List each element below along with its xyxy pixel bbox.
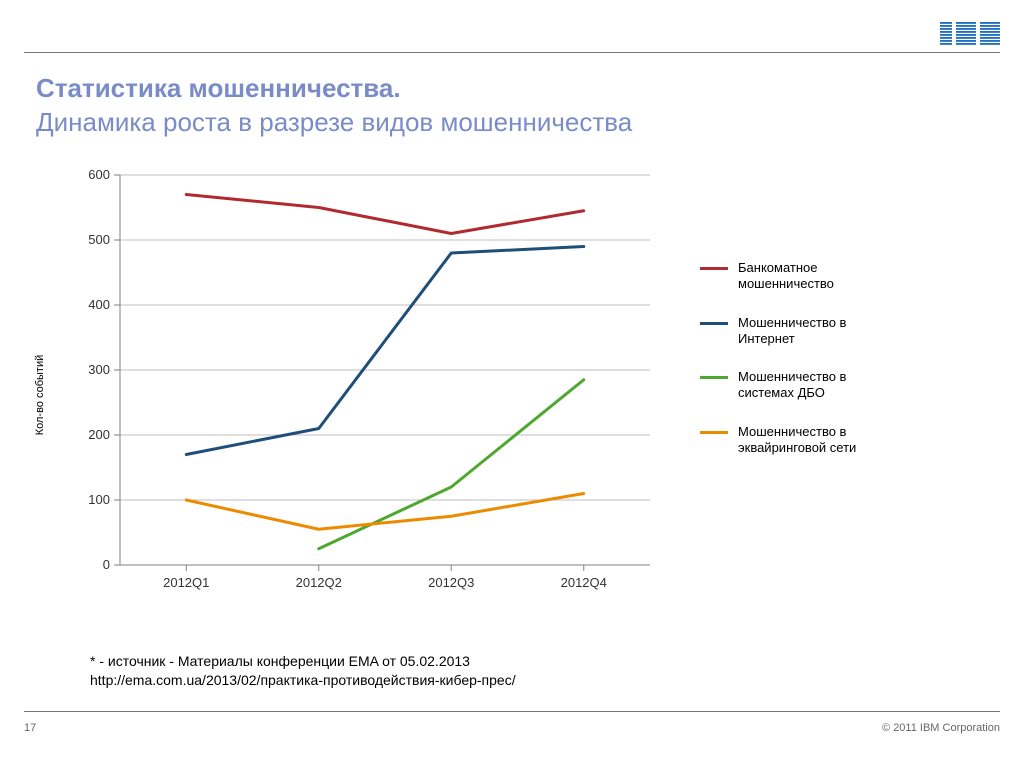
slide: Статистика мошенничества. Динамика роста… xyxy=(0,0,1024,768)
legend-swatch xyxy=(700,376,728,379)
slide-heading: Статистика мошенничества. Динамика роста… xyxy=(36,72,632,140)
chart-legend: Банкоматное мошенничество Мошенничество в… xyxy=(700,260,888,478)
top-divider xyxy=(24,52,1000,53)
heading-sub: Динамика роста в разрезе видов мошенниче… xyxy=(36,106,632,140)
legend-item-internet: Мошенничество в Интернет xyxy=(700,315,888,348)
x-tick-label: 2012Q4 xyxy=(561,575,607,590)
footnote-line-1: * - источник - Материалы конференции EMA… xyxy=(90,652,516,671)
copyright: © 2011 IBM Corporation xyxy=(882,722,1000,734)
heading-main: Статистика мошенничества. xyxy=(36,72,632,106)
y-tick-label: 100 xyxy=(80,492,110,507)
series-line-atm xyxy=(186,195,584,234)
footnote-line-2: http://ema.com.ua/2013/02/практика-проти… xyxy=(90,671,516,690)
y-axis-label: Кол-во событий xyxy=(34,355,46,436)
ibm-logo xyxy=(940,22,1000,46)
series-line-dbo xyxy=(319,380,584,549)
legend-label: Мошенничество в Интернет xyxy=(738,315,888,348)
x-tick-label: 2012Q1 xyxy=(163,575,209,590)
legend-label: Мошенничество в эквайринговой сети xyxy=(738,424,888,457)
series-line-acquiring xyxy=(186,494,584,530)
x-tick-label: 2012Q2 xyxy=(296,575,342,590)
legend-label: Банкоматное мошенничество xyxy=(738,260,888,293)
legend-item-dbo: Мошенничество в системах ДБО xyxy=(700,369,888,402)
y-tick-label: 0 xyxy=(80,557,110,572)
bottom-divider xyxy=(24,711,1000,712)
legend-item-acquiring: Мошенничество в эквайринговой сети xyxy=(700,424,888,457)
legend-label: Мошенничество в системах ДБО xyxy=(738,369,888,402)
y-tick-label: 200 xyxy=(80,427,110,442)
footnote: * - источник - Материалы конференции EMA… xyxy=(90,652,516,690)
legend-swatch xyxy=(700,431,728,434)
fraud-line-chart: Кол-во событий 0100200300400500600 2012Q… xyxy=(60,165,960,625)
x-tick-label: 2012Q3 xyxy=(428,575,474,590)
y-tick-label: 600 xyxy=(80,167,110,182)
series-line-internet xyxy=(186,247,584,455)
legend-swatch xyxy=(700,267,728,270)
legend-item-atm: Банкоматное мошенничество xyxy=(700,260,888,293)
page-number: 17 xyxy=(24,722,36,734)
legend-swatch xyxy=(700,322,728,325)
y-tick-label: 300 xyxy=(80,362,110,377)
y-tick-label: 500 xyxy=(80,232,110,247)
y-tick-label: 400 xyxy=(80,297,110,312)
